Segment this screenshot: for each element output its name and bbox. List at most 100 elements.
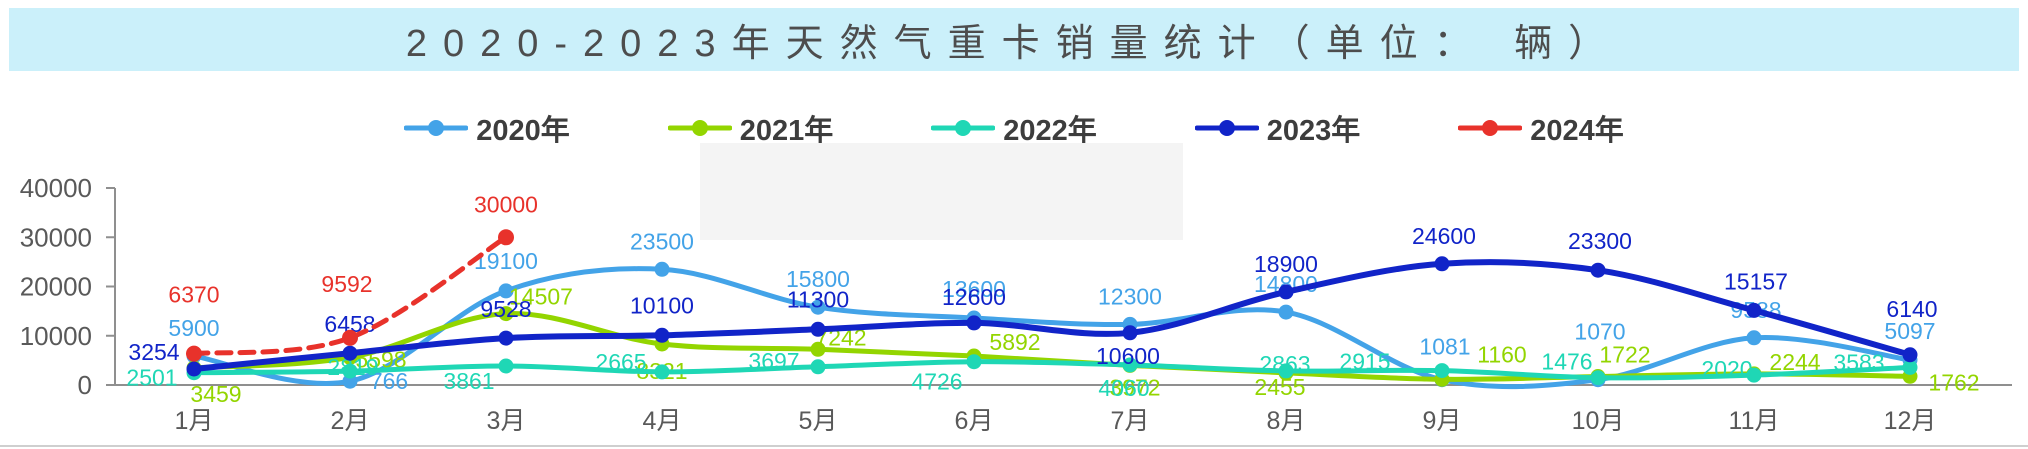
data-label: 2665 xyxy=(595,349,646,375)
data-point[interactable] xyxy=(342,329,358,346)
legend-item-2022年[interactable]: 2022年 xyxy=(931,107,1097,149)
data-label: 2863 xyxy=(1259,351,1310,377)
data-point[interactable] xyxy=(810,299,826,315)
x-tick-label: 4月 xyxy=(643,407,682,435)
data-point[interactable] xyxy=(654,261,670,277)
x-tick-label: 10月 xyxy=(1572,407,1625,435)
data-label: 13600 xyxy=(942,276,1006,302)
data-label: 3972 xyxy=(1109,374,1160,400)
data-point[interactable] xyxy=(966,315,982,331)
x-tick-label: 5月 xyxy=(799,407,838,435)
data-point[interactable] xyxy=(186,361,202,377)
legend-marker-icon xyxy=(404,120,469,136)
data-point[interactable] xyxy=(1434,363,1450,379)
legend-marker-icon xyxy=(1194,120,1259,136)
legend-marker-icon xyxy=(1458,120,1523,136)
data-point[interactable] xyxy=(810,321,826,337)
data-point[interactable] xyxy=(1902,347,1918,363)
data-label: 12600 xyxy=(942,284,1006,310)
data-label: 9592 xyxy=(321,271,372,297)
data-label: 4060 xyxy=(1098,375,1149,401)
data-point[interactable] xyxy=(1278,363,1294,379)
data-label: 23300 xyxy=(1568,228,1632,254)
data-point[interactable] xyxy=(1746,330,1762,346)
x-tick-label: 9月 xyxy=(1423,407,1462,435)
data-point[interactable] xyxy=(498,283,514,299)
data-label: 2455 xyxy=(1254,374,1305,400)
data-label: 23500 xyxy=(630,228,694,254)
legend-item-2021年[interactable]: 2021年 xyxy=(667,107,834,149)
data-label: 5892 xyxy=(989,329,1040,355)
data-point[interactable] xyxy=(186,345,202,362)
data-point[interactable] xyxy=(498,330,514,346)
data-point[interactable] xyxy=(1746,302,1762,318)
x-tick-label: 2月 xyxy=(331,407,370,435)
data-label: 2020 xyxy=(1701,356,1752,382)
data-label: 1762 xyxy=(1928,369,1979,395)
data-point[interactable] xyxy=(498,358,514,374)
data-point[interactable] xyxy=(1278,284,1294,300)
data-label: 3583 xyxy=(1833,349,1884,375)
data-label: 9528 xyxy=(480,296,531,322)
legend-label: 2020年 xyxy=(476,115,570,147)
data-label: 10600 xyxy=(1096,343,1160,369)
legend-item-2020年[interactable]: 2020年 xyxy=(404,107,570,149)
data-label: 15800 xyxy=(786,266,850,292)
data-point[interactable] xyxy=(810,341,826,357)
data-point[interactable] xyxy=(1434,256,1450,272)
series-line xyxy=(191,234,509,357)
data-point[interactable] xyxy=(1746,367,1762,383)
data-point[interactable] xyxy=(498,229,514,246)
data-point[interactable] xyxy=(342,345,358,361)
x-axis: 1月 2月 3月 4月 5月 6月 7月 8月 9月 10月 11月 12月 xyxy=(115,384,2012,435)
legend-label: 2021年 xyxy=(739,115,834,147)
data-label: 14507 xyxy=(509,284,573,310)
data-point[interactable] xyxy=(342,363,358,379)
data-label: 2501 xyxy=(126,365,177,391)
x-tick-label: 8月 xyxy=(1267,407,1306,435)
data-label: 5900 xyxy=(168,315,219,341)
data-label: 1722 xyxy=(1599,342,1650,368)
series-line xyxy=(191,359,1913,381)
data-point[interactable] xyxy=(654,327,670,343)
data-label: 3697 xyxy=(748,348,799,374)
data-point[interactable] xyxy=(1590,370,1606,386)
data-label: 5097 xyxy=(1884,318,1935,344)
legend-marker-icon xyxy=(667,120,732,136)
data-point[interactable] xyxy=(1590,262,1606,278)
data-label: 3459 xyxy=(190,381,241,407)
series-2024年: 6370 9592 30000 xyxy=(168,191,538,362)
data-point[interactable] xyxy=(1278,304,1294,320)
data-point[interactable] xyxy=(654,364,670,380)
data-label: 30000 xyxy=(474,191,538,217)
x-tick-label: 6月 xyxy=(955,407,994,435)
data-point[interactable] xyxy=(1122,325,1138,341)
x-tick-label: 1月 xyxy=(175,407,214,435)
legend-item-2024年[interactable]: 2024年 xyxy=(1458,107,1624,149)
data-point[interactable] xyxy=(810,359,826,375)
legend-label: 2023年 xyxy=(1266,115,1361,147)
data-label: 3861 xyxy=(443,368,494,394)
data-label: 18900 xyxy=(1254,251,1318,277)
data-label: 19100 xyxy=(474,248,538,274)
data-label: 1081 xyxy=(1419,334,1470,360)
data-point[interactable] xyxy=(966,354,982,370)
y-tick-label: 20000 xyxy=(20,272,92,302)
data-label: 11300 xyxy=(787,286,849,312)
x-tick-label: 12月 xyxy=(1884,407,1937,435)
data-label: 1476 xyxy=(1541,349,1592,375)
data-point[interactable] xyxy=(498,306,514,322)
watermark-patch xyxy=(700,143,1183,240)
data-label: 10100 xyxy=(630,292,694,318)
y-tick-label: 40000 xyxy=(20,173,92,203)
data-point[interactable] xyxy=(1902,359,1918,375)
legend-label: 2022年 xyxy=(1003,115,1097,147)
x-tick-label: 7月 xyxy=(1111,407,1150,435)
data-point[interactable] xyxy=(1122,357,1138,373)
y-tick-label: 10000 xyxy=(20,321,92,351)
data-label: 1160 xyxy=(1477,341,1526,367)
legend-item-2023年[interactable]: 2023年 xyxy=(1194,107,1361,149)
